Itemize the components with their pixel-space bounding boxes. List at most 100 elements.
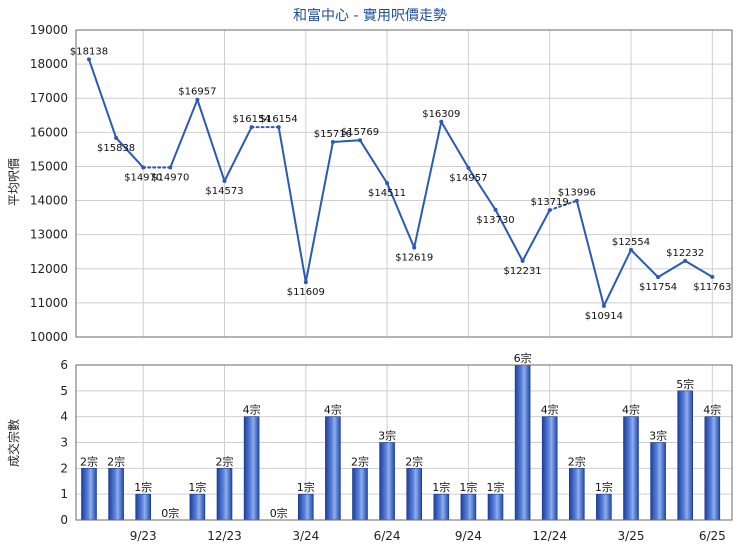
- price-y-tick: 11000: [30, 296, 68, 310]
- x-tick-label: 6/24: [374, 529, 401, 543]
- price-point-label: $13996: [558, 188, 596, 199]
- count-bar-label: 4宗: [622, 403, 640, 417]
- price-line-segment: [440, 120, 470, 169]
- count-y-tick: 3: [60, 436, 68, 450]
- count-bar-label: 1宗: [432, 480, 450, 494]
- price-point: [710, 274, 715, 279]
- price-y-tick: 13000: [30, 228, 68, 242]
- count-bar: [352, 468, 368, 521]
- count-bar-label: 6宗: [514, 351, 532, 365]
- count-bar: [460, 493, 477, 521]
- price-line-segment: [657, 259, 687, 279]
- count-bar: [216, 468, 233, 521]
- price-y-tick: 18000: [30, 57, 68, 71]
- count-bar: [650, 442, 666, 521]
- price-point: [683, 258, 688, 263]
- count-bar-label: 5宗: [676, 377, 694, 391]
- count-y-tick: 4: [60, 410, 68, 424]
- price-point-label: $11763: [693, 282, 731, 293]
- price-line: [87, 57, 715, 308]
- count-bar-label: 1宗: [134, 480, 152, 494]
- price-point: [303, 280, 308, 285]
- count-bar-label: 2宗: [216, 454, 234, 468]
- count-bar-label: 2宗: [405, 454, 423, 468]
- price-point-label: $10914: [585, 311, 623, 322]
- price-point-label: $14970: [124, 172, 162, 183]
- price-line-segment: [304, 141, 334, 284]
- count-bar-label: 1宗: [487, 480, 505, 494]
- price-line-segment: [331, 139, 361, 144]
- count-y-tick: 2: [60, 461, 68, 475]
- price-line-segment: [196, 98, 226, 183]
- price-line-segment: [684, 259, 714, 278]
- price-line-segment: [115, 136, 145, 169]
- count-bar: [704, 416, 721, 521]
- price-point: [493, 207, 498, 212]
- count-bar: [108, 468, 124, 521]
- count-bar-label: 2宗: [568, 454, 586, 468]
- price-point-label: $15838: [97, 143, 135, 154]
- x-tick-label: 9/24: [455, 529, 482, 543]
- count-y-tick: 6: [60, 358, 68, 372]
- count-bar-label: 2宗: [351, 454, 369, 468]
- price-line-segment: [602, 248, 632, 307]
- count-bar: [623, 416, 639, 521]
- count-bar: [541, 416, 558, 521]
- price-point: [466, 165, 471, 170]
- count-bar-label: 4宗: [324, 403, 342, 417]
- price-line-segment: [521, 209, 551, 262]
- count-bar-label: 4宗: [243, 403, 261, 417]
- price-point: [141, 165, 146, 170]
- price-point-label: $16957: [178, 87, 216, 98]
- count-axis-label: 成交宗數: [6, 419, 21, 467]
- axes: 10000 11000 12000 13000 14000 15000 16000 17000…: [30, 23, 733, 543]
- price-point-label: $12619: [395, 253, 433, 264]
- count-bar: [135, 493, 151, 521]
- price-y-tick: 19000: [30, 23, 68, 37]
- price-line-segment: [630, 248, 660, 279]
- count-plot-frame: [75, 364, 733, 521]
- price-point: [574, 198, 579, 203]
- price-line-segment: [467, 166, 497, 211]
- count-bar: [514, 364, 531, 521]
- count-bar-label: 4宗: [541, 403, 559, 417]
- count-bar: [243, 416, 260, 521]
- price-line-segment: [413, 120, 443, 249]
- price-axis-label: 平均呎價: [7, 158, 21, 206]
- price-point: [168, 165, 173, 170]
- price-point: [439, 119, 444, 124]
- price-point: [195, 97, 200, 102]
- price-line-segment: [386, 182, 416, 249]
- price-point-label: $12231: [504, 266, 542, 277]
- price-point-label: $15716: [314, 129, 352, 140]
- price-point-label: $15769: [341, 127, 379, 138]
- count-y-tick: 0: [60, 513, 68, 527]
- x-tick-label: 9/23: [130, 529, 157, 543]
- price-plot-frame: [75, 29, 733, 338]
- count-bar-label: 4宗: [703, 403, 721, 417]
- price-point: [656, 275, 661, 280]
- price-point: [385, 181, 390, 186]
- count-bar: [81, 468, 97, 521]
- x-tick-label: 3/24: [292, 529, 319, 543]
- data-labels: 2宗 2宗 1宗 0宗 1宗 2宗 4宗 0宗 1宗 4宗 2宗 3宗 2宗 1宗 1宗 1宗 6宗 4宗 2宗 1宗…: [70, 46, 731, 520]
- price-point-label: $12232: [666, 248, 704, 259]
- chart-title: 和富中心 - 實用呎價走勢: [293, 7, 447, 24]
- price-y-tick: 10000: [30, 330, 68, 344]
- count-bar-label: 0宗: [161, 506, 179, 520]
- price-point: [601, 303, 606, 308]
- count-bar: [677, 390, 694, 521]
- price-point-label: $13719: [531, 197, 569, 208]
- price-point-label: $11609: [287, 287, 325, 298]
- count-bar: [189, 493, 206, 521]
- x-tick-label: 12/23: [207, 529, 242, 543]
- price-point: [114, 135, 119, 140]
- count-bar-label: 3宗: [649, 429, 667, 443]
- count-bar: [596, 493, 612, 521]
- price-y-tick: 12000: [30, 262, 68, 276]
- price-line-segment: [223, 126, 253, 183]
- price-y-tick: 14000: [30, 194, 68, 208]
- price-point-label: $13730: [476, 215, 514, 226]
- price-point-label: $14957: [449, 173, 487, 184]
- price-point: [358, 138, 362, 143]
